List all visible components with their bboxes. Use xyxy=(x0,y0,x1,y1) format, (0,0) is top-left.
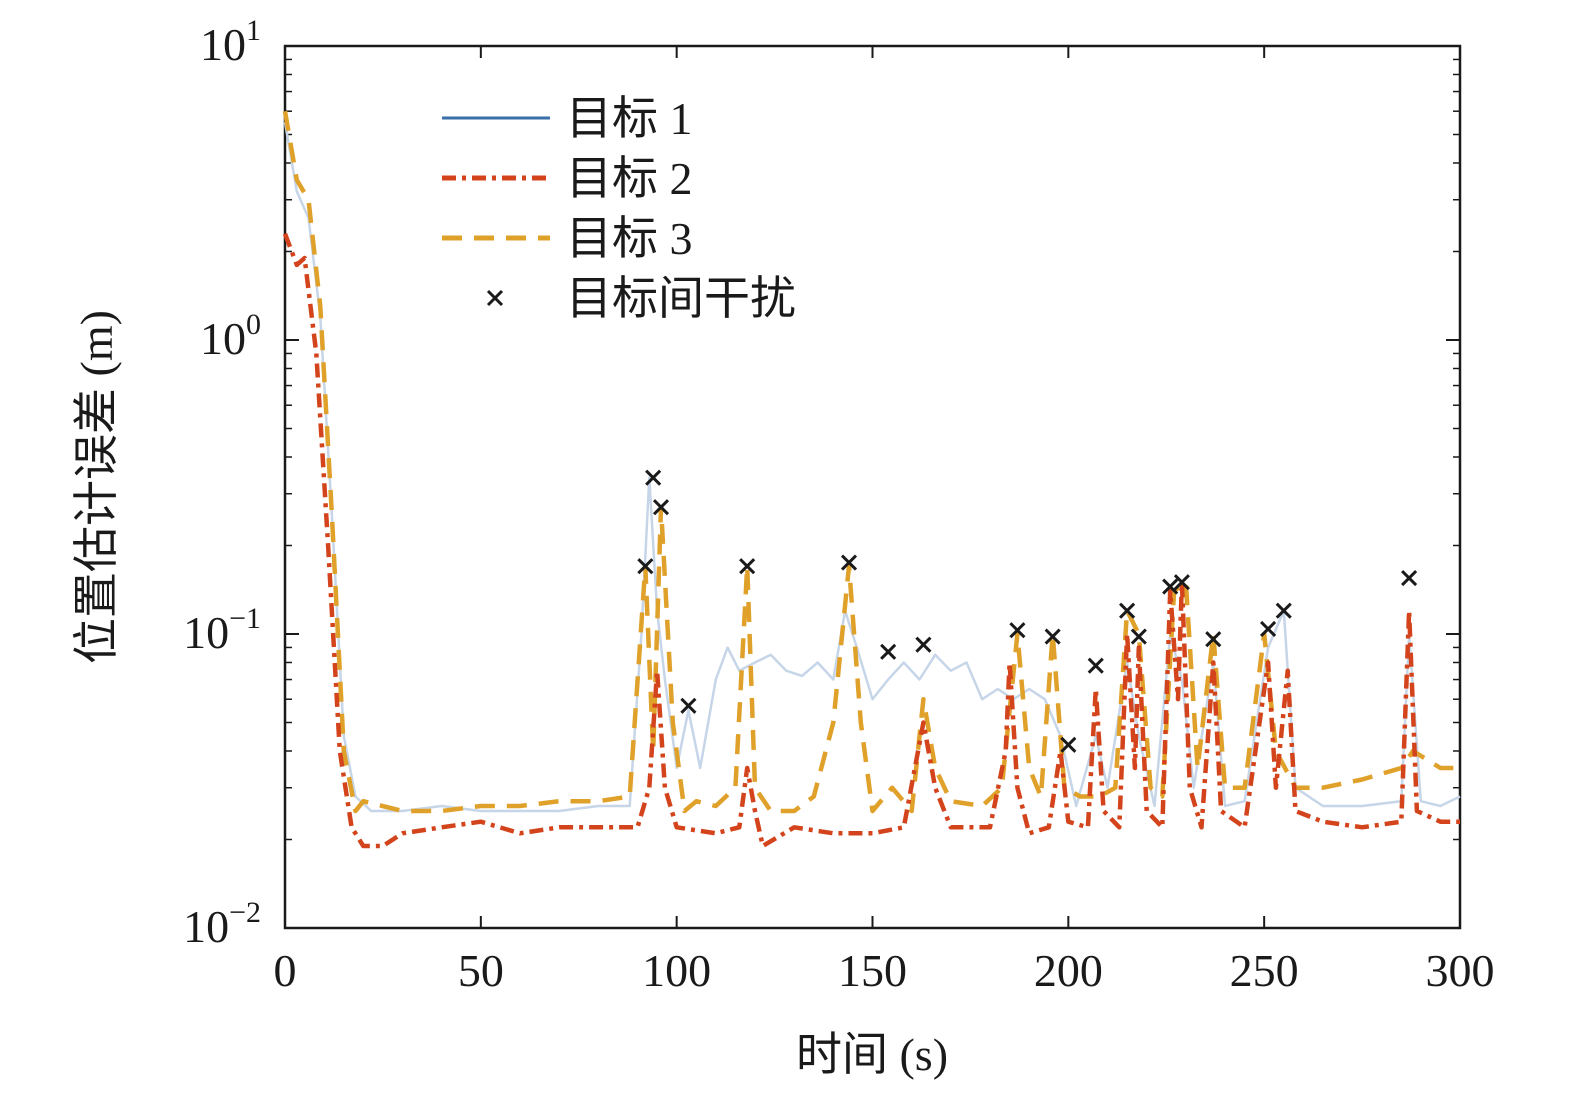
legend-label: 目标间干扰 xyxy=(566,273,796,324)
marker-stroke xyxy=(1009,622,1026,639)
interference-marker xyxy=(1044,628,1061,645)
y-tick-label: 10−1 xyxy=(183,602,261,658)
interference-marker xyxy=(840,554,858,571)
legend-entry: 目标 1 xyxy=(442,93,693,144)
interference-marker xyxy=(1009,622,1026,639)
legend: 目标 1 目标 2 目标 3 目标间干扰 xyxy=(442,93,796,324)
interference-marker xyxy=(1275,602,1292,619)
legend-entry: 目标间干扰 xyxy=(486,273,796,324)
tick-labels: 0 50 100 150 200 250 300 101 100 10−1 10−2 xyxy=(183,14,1494,996)
marker-stroke xyxy=(1130,628,1147,645)
interference-marker xyxy=(1119,602,1136,619)
marker-stroke xyxy=(1162,578,1179,595)
interference-marker xyxy=(1060,736,1077,753)
marker-stroke xyxy=(1260,620,1277,638)
marker-stroke xyxy=(1173,574,1190,591)
legend-entry: 目标 3 xyxy=(442,213,693,264)
x-tick-label: 200 xyxy=(1034,945,1103,996)
x-tick-label: 300 xyxy=(1426,945,1495,996)
interference-marker xyxy=(1130,628,1147,645)
marker-stroke xyxy=(1044,628,1061,645)
y-tick-label: 100 xyxy=(200,308,261,364)
legend-marker xyxy=(486,289,504,307)
interference-marker xyxy=(915,636,932,653)
interference-marker xyxy=(652,499,670,516)
interference-marker xyxy=(1260,620,1277,638)
marker-stroke xyxy=(1275,602,1292,619)
axis-ticks xyxy=(284,45,1461,929)
marker-stroke xyxy=(739,558,756,575)
interference-marker xyxy=(880,643,897,660)
interference-marker xyxy=(645,469,662,486)
x-tick-label: 100 xyxy=(642,945,711,996)
marker-stroke xyxy=(1119,602,1136,619)
x-tick-label: 250 xyxy=(1230,945,1299,996)
marker-stroke xyxy=(652,499,670,516)
interference-markers xyxy=(637,469,1418,753)
x-tick-label: 50 xyxy=(458,945,504,996)
marker-stroke xyxy=(840,554,858,571)
interference-marker xyxy=(1087,657,1104,674)
x-tick-label: 150 xyxy=(838,945,907,996)
legend-label: 目标 3 xyxy=(566,213,693,264)
series-layer xyxy=(282,110,1461,849)
plot-frame xyxy=(283,44,1462,930)
y-tick-label: 101 xyxy=(200,14,261,70)
interference-marker xyxy=(680,697,697,714)
x-tick-label: 0 xyxy=(274,945,297,996)
legend-entry: 目标 2 xyxy=(442,153,693,204)
y-axis-title: 位置估计误差 (m) xyxy=(71,310,122,664)
legend-label: 目标 1 xyxy=(566,93,693,144)
marker-stroke xyxy=(1401,569,1418,587)
marker-stroke xyxy=(1060,736,1077,753)
marker-stroke xyxy=(637,558,654,575)
y-tick-label: 10−2 xyxy=(183,896,261,952)
marker-stroke xyxy=(1205,631,1222,648)
legend-label: 目标 2 xyxy=(566,153,693,204)
marker-stroke xyxy=(645,469,662,486)
interference-marker xyxy=(739,558,756,575)
interference-marker xyxy=(1162,578,1179,595)
interference-marker xyxy=(637,558,654,575)
marker-stroke xyxy=(880,643,897,660)
interference-marker xyxy=(1205,631,1222,648)
series-line-3 xyxy=(282,110,1460,814)
series-line-2 xyxy=(282,232,1460,849)
marker-stroke xyxy=(680,697,697,714)
x-axis-title: 时间 (s) xyxy=(796,1029,948,1080)
interference-marker xyxy=(1173,574,1190,591)
interference-marker xyxy=(1401,569,1418,587)
marker-stroke xyxy=(915,636,932,653)
marker-stroke xyxy=(1087,657,1104,674)
